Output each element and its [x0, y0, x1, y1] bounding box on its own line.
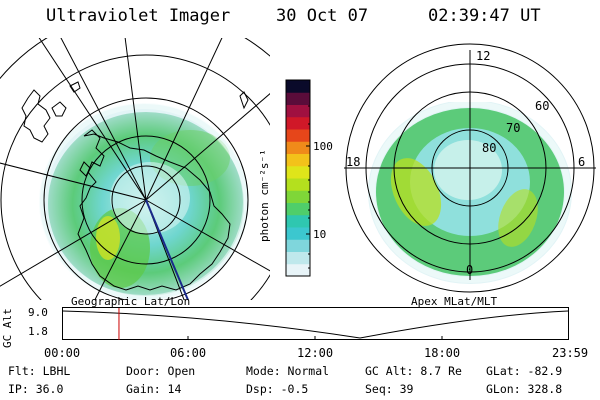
- time-tick-0000: 00:00: [44, 346, 81, 360]
- colorbar-band: [286, 104, 310, 118]
- colorbar-tick-10: 10: [313, 228, 327, 241]
- filter-status: Flt: LBHL: [8, 364, 71, 378]
- coastlines: [21, 81, 249, 291]
- mlat-label-60: 60: [535, 99, 549, 113]
- time-tick-0600: 06:00: [170, 346, 207, 360]
- gc-alt-status: GC Alt: 8.7 Re: [365, 364, 462, 378]
- geographic-map: [0, 38, 270, 300]
- mlat-label-80: 80: [482, 141, 496, 155]
- colorbar-band: [286, 80, 310, 93]
- colorbar-band: [286, 116, 310, 130]
- latitude-grid: [0, 38, 270, 300]
- colorbar-band: [286, 263, 310, 277]
- colorbar: [285, 79, 311, 277]
- time-tick-2359: 23:59: [552, 346, 589, 360]
- time-tick-1800: 18:00: [424, 346, 461, 360]
- terminator-line: [145, 199, 189, 300]
- time-tick-1200: 12:00: [297, 346, 334, 360]
- colorbar-band: [286, 214, 310, 228]
- seq-status: Seq: 39: [365, 382, 414, 396]
- longitude-grid: [0, 38, 270, 300]
- colorbar-band: [286, 251, 310, 265]
- glon-status: GLon: 328.8: [486, 382, 563, 396]
- colorbar-band: [286, 153, 310, 167]
- colorbar-band: [286, 141, 310, 154]
- colorbar-band: [286, 239, 310, 252]
- geographic-caption: Geographic Lat/Lon: [71, 295, 191, 308]
- mlt-grid: [344, 50, 596, 280]
- colorbar-band: [286, 129, 310, 142]
- ip-status: IP: 36.0: [8, 382, 64, 396]
- instrument-title: Ultraviolet Imager: [46, 6, 231, 26]
- glat-status: GLat: -82.9: [486, 364, 563, 378]
- altitude-curve: [62, 310, 569, 339]
- altitude-plot: [62, 307, 569, 340]
- magnetic-map: 12 6 0 18 60 70 80: [344, 43, 596, 293]
- mlt-label-bottom: 0: [466, 263, 473, 277]
- mlt-label-right: 6: [578, 155, 585, 169]
- colorbar-band: [286, 227, 310, 240]
- door-status: Door: Open: [126, 364, 196, 378]
- colorbar-unit-label: photon cm⁻²s⁻¹: [258, 149, 271, 242]
- colorbar-band: [286, 92, 310, 105]
- mlt-label-left: 18: [346, 155, 360, 169]
- mode-status: Mode: Normal: [246, 364, 330, 378]
- dsp-status: Dsp: -0.5: [246, 382, 309, 396]
- colorbar-tick-100: 100: [313, 140, 333, 153]
- mlt-label-top: 12: [476, 49, 490, 63]
- time-label: 02:39:47 UT: [428, 6, 541, 26]
- altitude-ylabel: GC Alt: [1, 308, 14, 348]
- colorbar-band: [286, 190, 310, 203]
- colorbar-band: [286, 165, 310, 179]
- gain-status: Gain: 14: [126, 382, 182, 396]
- date-label: 30 Oct 07: [276, 6, 369, 26]
- magnetic-caption: Apex MLat/MLT: [411, 295, 498, 308]
- altitude-ytick-high: 9.0: [28, 306, 48, 319]
- altitude-ytick-low: 1.8: [28, 325, 48, 338]
- mlat-label-70: 70: [506, 121, 520, 135]
- colorbar-band: [286, 178, 310, 191]
- colorbar-band: [286, 202, 310, 216]
